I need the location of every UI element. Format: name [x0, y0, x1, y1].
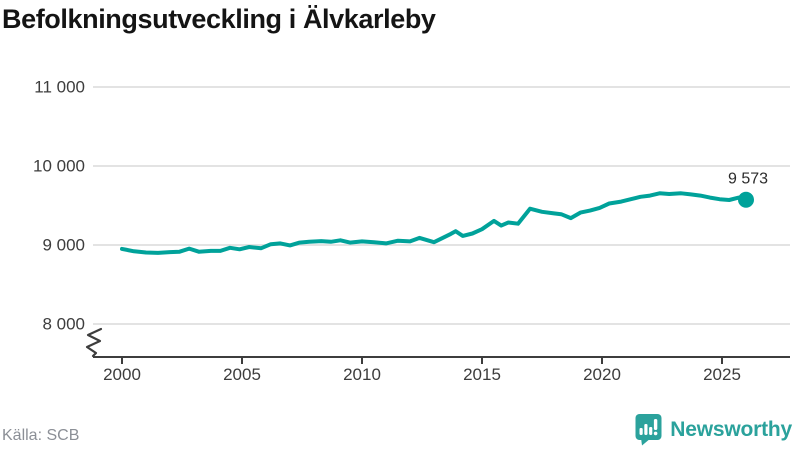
newsworthy-chart-bubble-icon — [635, 414, 662, 446]
exclamation-bar — [654, 419, 658, 430]
end-point-label: 9 573 — [728, 171, 768, 188]
x-tick-label: 2000 — [103, 365, 141, 384]
y-tick-label: 10 000 — [33, 157, 85, 176]
axis-break-icon — [85, 327, 103, 358]
y-tick-label: 8 000 — [42, 315, 85, 334]
bubble-tail — [641, 438, 652, 446]
end-point-dot — [738, 191, 754, 208]
newsworthy-wordmark: Newsworthy — [670, 417, 792, 441]
bubble-body — [635, 414, 662, 440]
x-tick-label: 2025 — [703, 365, 741, 384]
bar-2 — [644, 424, 648, 435]
source-note: Källa: SCB — [2, 427, 80, 444]
population-line — [120, 191, 748, 255]
x-tick-label: 2010 — [343, 365, 381, 384]
x-tick-label: 2020 — [583, 365, 621, 384]
x-tick-label: 2005 — [223, 365, 261, 384]
exclamation-dot — [654, 431, 658, 436]
x-tick-label: 2015 — [463, 365, 501, 384]
bar-3 — [649, 427, 653, 435]
bar-1 — [639, 428, 643, 435]
chart-title: Befolkningsutveckling i Älvkarleby — [2, 4, 436, 34]
newsworthy-logo: Newsworthy — [635, 413, 792, 446]
y-tick-label: 11 000 — [34, 78, 85, 97]
y-tick-label: 9 000 — [42, 236, 85, 255]
